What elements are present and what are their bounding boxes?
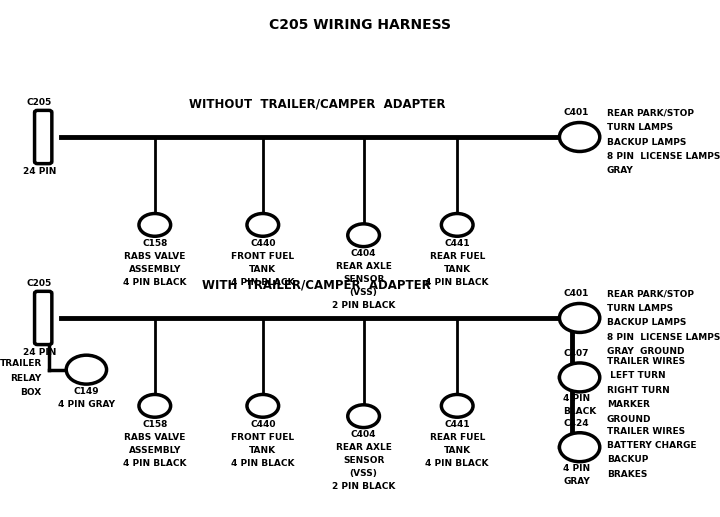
Text: TURN LAMPS: TURN LAMPS: [607, 304, 673, 313]
Text: C424: C424: [563, 419, 589, 428]
Text: C441: C441: [444, 420, 470, 429]
Text: 4 PIN: 4 PIN: [563, 464, 590, 473]
Text: REAR PARK/STOP: REAR PARK/STOP: [607, 290, 694, 298]
Text: 2 PIN BLACK: 2 PIN BLACK: [332, 301, 395, 310]
Text: 24 PIN: 24 PIN: [23, 347, 56, 357]
Text: TRAILER WIRES: TRAILER WIRES: [607, 357, 685, 366]
Text: RELAY: RELAY: [11, 374, 42, 383]
Text: SENSOR: SENSOR: [343, 456, 384, 465]
Text: C401: C401: [563, 109, 588, 117]
Text: GROUND: GROUND: [607, 415, 652, 423]
Text: C205: C205: [27, 98, 53, 108]
Circle shape: [559, 123, 600, 151]
Text: C205: C205: [27, 279, 53, 288]
Circle shape: [66, 355, 107, 384]
Text: SENSOR: SENSOR: [343, 275, 384, 284]
Circle shape: [559, 363, 600, 392]
FancyBboxPatch shape: [35, 111, 52, 163]
Text: BACKUP LAMPS: BACKUP LAMPS: [607, 318, 686, 327]
Text: C158: C158: [142, 239, 168, 248]
Text: ASSEMBLY: ASSEMBLY: [129, 446, 181, 454]
Text: TANK: TANK: [444, 446, 471, 454]
Text: WITHOUT  TRAILER/CAMPER  ADAPTER: WITHOUT TRAILER/CAMPER ADAPTER: [189, 97, 445, 110]
Text: 8 PIN  LICENSE LAMPS: 8 PIN LICENSE LAMPS: [607, 152, 720, 161]
Text: C401: C401: [563, 290, 588, 298]
Text: C404: C404: [351, 249, 377, 258]
Text: (VSS): (VSS): [350, 288, 377, 297]
Text: TANK: TANK: [249, 446, 276, 454]
Text: FRONT FUEL: FRONT FUEL: [231, 252, 294, 261]
Text: BACKUP LAMPS: BACKUP LAMPS: [607, 138, 686, 146]
Text: 24 PIN: 24 PIN: [23, 166, 56, 176]
Text: TRAILER: TRAILER: [0, 359, 42, 368]
Text: RABS VALVE: RABS VALVE: [124, 433, 186, 442]
Circle shape: [441, 394, 473, 417]
FancyBboxPatch shape: [35, 292, 52, 344]
Text: 4 PIN BLACK: 4 PIN BLACK: [123, 278, 186, 286]
Text: C407: C407: [563, 349, 588, 358]
Circle shape: [247, 214, 279, 236]
Text: 4 PIN BLACK: 4 PIN BLACK: [123, 459, 186, 467]
Text: MARKER: MARKER: [607, 400, 650, 409]
Text: 4 PIN BLACK: 4 PIN BLACK: [426, 459, 489, 467]
Text: REAR AXLE: REAR AXLE: [336, 443, 392, 452]
Text: BLACK: BLACK: [563, 407, 596, 416]
Text: C158: C158: [142, 420, 168, 429]
Text: C205 WIRING HARNESS: C205 WIRING HARNESS: [269, 18, 451, 32]
Text: TANK: TANK: [249, 265, 276, 273]
Text: (VSS): (VSS): [350, 469, 377, 478]
Circle shape: [348, 224, 379, 247]
Circle shape: [139, 214, 171, 236]
Text: BACKUP: BACKUP: [607, 455, 648, 464]
Circle shape: [559, 303, 600, 332]
Text: TRAILER WIRES: TRAILER WIRES: [607, 427, 685, 435]
Circle shape: [139, 394, 171, 417]
Text: REAR AXLE: REAR AXLE: [336, 262, 392, 271]
Text: 4 PIN BLACK: 4 PIN BLACK: [231, 278, 294, 286]
Text: TANK: TANK: [444, 265, 471, 273]
Text: 4 PIN BLACK: 4 PIN BLACK: [231, 459, 294, 467]
Text: 4 PIN GRAY: 4 PIN GRAY: [58, 400, 115, 408]
Text: RIGHT TURN: RIGHT TURN: [607, 386, 670, 394]
Text: RABS VALVE: RABS VALVE: [124, 252, 186, 261]
Text: 4 PIN BLACK: 4 PIN BLACK: [426, 278, 489, 286]
Text: 4 PIN: 4 PIN: [563, 394, 590, 403]
Text: C149: C149: [73, 387, 99, 396]
Text: GRAY: GRAY: [563, 477, 590, 486]
Text: GRAY  GROUND: GRAY GROUND: [607, 347, 685, 356]
Circle shape: [559, 433, 600, 462]
Text: BOX: BOX: [20, 388, 42, 397]
Text: REAR FUEL: REAR FUEL: [430, 433, 485, 442]
Text: BRAKES: BRAKES: [607, 470, 647, 479]
Text: REAR PARK/STOP: REAR PARK/STOP: [607, 109, 694, 117]
Text: FRONT FUEL: FRONT FUEL: [231, 433, 294, 442]
Text: LEFT TURN: LEFT TURN: [607, 371, 665, 380]
Text: TURN LAMPS: TURN LAMPS: [607, 123, 673, 132]
Circle shape: [348, 405, 379, 428]
Circle shape: [247, 394, 279, 417]
Text: C404: C404: [351, 430, 377, 439]
Circle shape: [441, 214, 473, 236]
Text: 8 PIN  LICENSE LAMPS: 8 PIN LICENSE LAMPS: [607, 333, 720, 342]
Text: C441: C441: [444, 239, 470, 248]
Text: C440: C440: [250, 239, 276, 248]
Text: WITH  TRAILER/CAMPER  ADAPTER: WITH TRAILER/CAMPER ADAPTER: [202, 278, 431, 291]
Text: GRAY: GRAY: [607, 166, 634, 175]
Text: ASSEMBLY: ASSEMBLY: [129, 265, 181, 273]
Text: 2 PIN BLACK: 2 PIN BLACK: [332, 482, 395, 491]
Text: BATTERY CHARGE: BATTERY CHARGE: [607, 441, 696, 450]
Text: REAR FUEL: REAR FUEL: [430, 252, 485, 261]
Text: C440: C440: [250, 420, 276, 429]
